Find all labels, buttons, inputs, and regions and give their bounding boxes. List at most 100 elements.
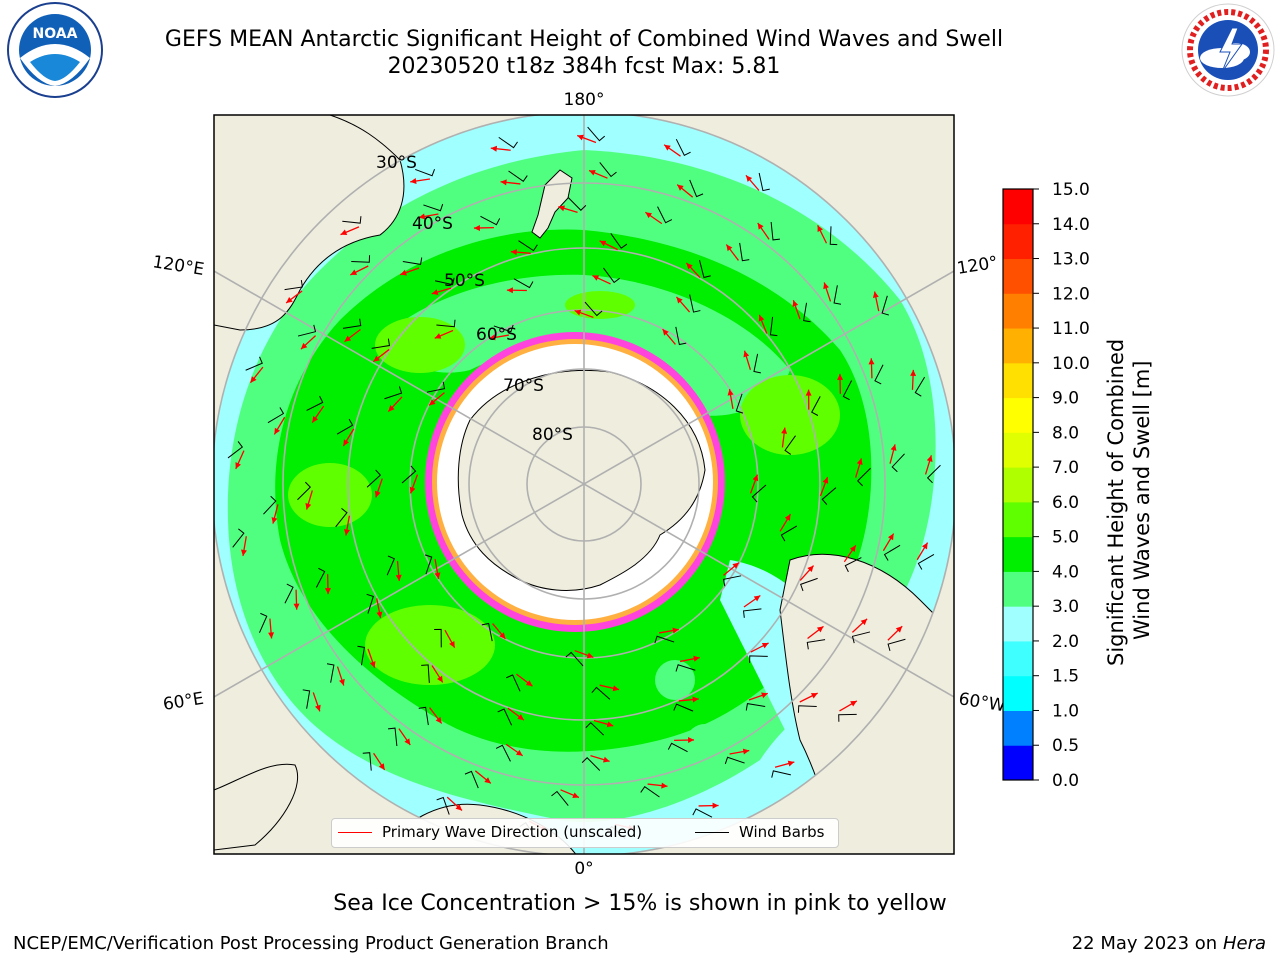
- wind-barb: [780, 525, 798, 542]
- wind-barb: [724, 756, 745, 765]
- colorbar-tick-label: 8.0: [1052, 423, 1079, 443]
- wind-barb: [565, 651, 584, 667]
- wave-arrowhead: [816, 626, 824, 633]
- colorbar-segment: [1003, 745, 1033, 781]
- wind-barb: [335, 507, 348, 528]
- wave-arrowhead: [606, 721, 614, 728]
- wind-barb: [342, 318, 362, 329]
- wind-barb: [829, 226, 838, 246]
- wave-arrowhead: [712, 802, 719, 809]
- wind-barb: [434, 628, 442, 648]
- wave-arrowhead: [586, 652, 594, 659]
- wave-arrowhead: [286, 296, 293, 303]
- wave-arrowhead: [850, 700, 857, 707]
- wave-arrowhead: [784, 514, 791, 521]
- footer-host: Hera: [1222, 933, 1266, 954]
- wind-barb: [232, 528, 245, 548]
- wave-arrowhead: [807, 565, 814, 573]
- wave-arrowhead: [515, 749, 523, 756]
- wind-barb: [803, 302, 811, 323]
- colorbar-frame: [1002, 188, 1034, 781]
- lat-label-50s: 50°S: [444, 271, 485, 291]
- wind-barb: [336, 418, 354, 435]
- wind-barb: [811, 396, 821, 416]
- wave-patch-5-6m: [365, 605, 495, 685]
- wave-arrowhead: [792, 300, 799, 307]
- wind-barb: [587, 126, 606, 142]
- wave-arrowhead: [910, 369, 917, 376]
- wind-barb: [401, 465, 417, 484]
- wave-arrowhead: [435, 716, 442, 724]
- wind-barb: [423, 203, 444, 212]
- ice-note: Sea Ice Concentration > 15% is shown in …: [333, 891, 947, 916]
- wind-barb: [508, 170, 528, 183]
- colorbar-segment: [1003, 710, 1033, 746]
- wave-arrowhead: [350, 269, 358, 275]
- wave-arrowhead: [589, 170, 596, 176]
- wave-arrowhead: [489, 334, 496, 341]
- colorbar-tick-label: 10.0: [1052, 354, 1090, 374]
- wind-barb: [342, 216, 362, 224]
- wave-arrowhead: [856, 458, 863, 466]
- colorbar: [1002, 188, 1034, 781]
- wind-barb: [386, 555, 396, 576]
- wave-patch-5-6m: [375, 317, 465, 373]
- colorbar-tick-label: 0.0: [1052, 771, 1079, 791]
- wind-barb: [675, 138, 691, 156]
- legend-barb-swatch: [695, 832, 729, 833]
- lat-label-70s: 70°S: [503, 376, 544, 396]
- wind-barb: [402, 257, 423, 265]
- wave-arrowhead: [726, 244, 733, 252]
- colorbar-segment: [1003, 501, 1033, 538]
- wave-arrowhead: [926, 455, 933, 462]
- lon-label-bottom: 0°: [574, 859, 593, 879]
- wind-barb: [917, 554, 935, 570]
- colorbar-segment: [1003, 328, 1033, 364]
- wave-arrowhead: [300, 342, 308, 350]
- colorbar-label-line1: Significant Height of Combined: [1104, 338, 1128, 666]
- colorbar-segment: [1003, 640, 1033, 677]
- wind-barb: [881, 295, 889, 316]
- wind-barb: [584, 301, 603, 317]
- wind-barb: [722, 575, 742, 587]
- wave-arrowhead: [388, 405, 395, 412]
- svg-text:NOAA: NOAA: [33, 26, 78, 42]
- wind-barb: [610, 233, 628, 249]
- colorbar-tick-label: 4.0: [1052, 562, 1079, 582]
- wave-arrowhead: [343, 529, 350, 536]
- wind-barb: [418, 706, 429, 726]
- legend-wave-label: Primary Wave Direction (unscaled): [382, 823, 643, 841]
- wave-arrowhead: [268, 632, 275, 639]
- wind-barb: [603, 267, 621, 284]
- wave-arrowhead: [868, 358, 875, 365]
- colorbar-tick-label: 1.0: [1052, 701, 1079, 721]
- wind-barb: [263, 495, 277, 515]
- wind-barb: [424, 554, 433, 575]
- wind-barb: [654, 635, 675, 644]
- wave-arrowhead: [558, 205, 566, 212]
- wave-arrowhead: [758, 314, 765, 322]
- wave-arrowhead: [921, 542, 928, 550]
- wind-barb: [362, 752, 372, 771]
- wind-barb: [306, 395, 324, 411]
- colorbar-tick-label: 1.5: [1052, 667, 1079, 687]
- colorbar-segment: [1003, 397, 1033, 433]
- wave-patch-5-6m: [288, 463, 372, 527]
- wave-arrowhead: [312, 415, 319, 423]
- wave-arrowhead: [645, 212, 653, 219]
- lat-label-60s: 60°S: [476, 325, 517, 345]
- wind-barb: [838, 713, 857, 722]
- colorbar-segment: [1003, 258, 1033, 294]
- wind-barb: [751, 484, 767, 503]
- wave-arrowhead: [781, 427, 788, 434]
- wave-arrowhead: [369, 661, 376, 668]
- wave-arrowhead: [525, 680, 533, 687]
- noaa-logo: NOAA: [7, 2, 103, 98]
- wind-barb: [366, 593, 374, 614]
- wind-barb: [567, 197, 587, 211]
- wave-arrowhead: [805, 389, 812, 396]
- map-legend: Primary Wave Direction (unscaled) Wind B…: [331, 818, 839, 848]
- wave-arrowhead: [757, 222, 764, 230]
- colorbar-segment: [1003, 536, 1033, 572]
- wind-barb: [551, 790, 569, 806]
